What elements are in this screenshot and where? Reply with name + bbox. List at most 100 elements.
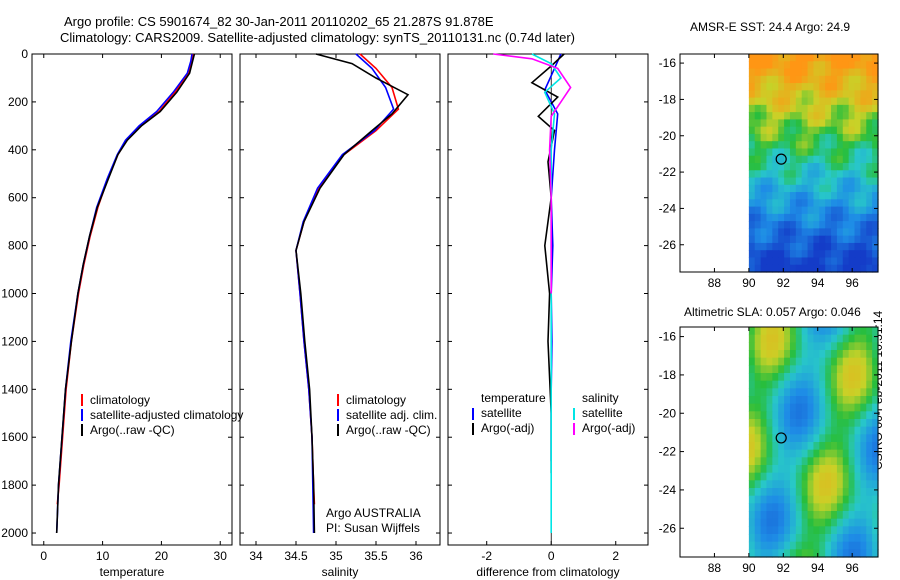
heatmap-cell — [872, 206, 879, 215]
heatmap-cell — [801, 83, 809, 91]
heatmap-cell — [766, 97, 773, 106]
heatmap-cell — [766, 250, 773, 259]
heatmap-cell — [748, 357, 756, 366]
heatmap-cell — [795, 518, 803, 527]
heatmap-cell — [801, 534, 809, 543]
heatmap-cell — [866, 442, 873, 451]
heatmap-cell — [854, 228, 861, 237]
sst-heatmap — [748, 54, 879, 273]
x-tick-label: -2 — [481, 549, 492, 563]
heatmap-cell — [831, 133, 838, 142]
heatmap-cell — [813, 526, 820, 535]
heatmap-cell — [778, 242, 785, 251]
heatmap-cell — [860, 388, 867, 397]
heatmap-cell — [754, 148, 762, 157]
heatmap-cell — [813, 133, 820, 142]
heatmap-cell — [778, 434, 785, 443]
heatmap-cell — [842, 206, 850, 215]
heatmap-cell — [748, 61, 756, 70]
heatmap-cell — [760, 177, 768, 186]
heatmap-cell — [789, 503, 797, 512]
heatmap-cell — [836, 549, 844, 558]
heatmap-cell — [819, 503, 826, 512]
heatmap-cell — [819, 133, 826, 142]
heatmap-cell — [854, 83, 861, 91]
heatmap-cell — [807, 213, 815, 222]
heatmap-cell — [807, 97, 815, 106]
heatmap-cell — [831, 365, 838, 374]
heatmap-cell — [872, 457, 879, 466]
heatmap-cell — [754, 380, 762, 389]
heatmap-cell — [813, 83, 820, 91]
heatmap-cell — [872, 104, 879, 113]
heatmap-cell — [807, 373, 815, 382]
heatmap-cell — [866, 472, 873, 481]
heatmap-cell — [748, 235, 756, 244]
heatmap-cell — [848, 334, 856, 343]
heatmap-cell — [789, 388, 797, 397]
heatmap-cell — [801, 357, 809, 366]
heatmap-cell — [825, 61, 832, 70]
heatmap-cell — [801, 403, 809, 412]
heatmap-cell — [872, 133, 879, 142]
heatmap-cell — [831, 148, 838, 157]
heatmap-cell — [766, 419, 773, 428]
heatmap-cell — [807, 264, 815, 273]
heatmap-cell — [760, 264, 768, 273]
heatmap-cell — [784, 112, 791, 120]
heatmap-cell — [860, 90, 867, 99]
heatmap-cell — [813, 235, 820, 244]
heatmap-cell — [789, 242, 797, 251]
heatmap-cell — [825, 480, 832, 489]
heatmap-cell — [778, 126, 785, 135]
heatmap-cell — [795, 126, 803, 135]
heatmap-cell — [748, 350, 756, 359]
heatmap-cell — [760, 396, 768, 405]
heatmap-cell — [754, 163, 762, 171]
heatmap-cell — [801, 61, 809, 70]
heatmap-cell — [860, 199, 867, 208]
heatmap-cell — [831, 373, 838, 382]
heatmap-cell — [789, 472, 797, 481]
heatmap-cell — [807, 465, 815, 474]
heatmap-cell — [866, 534, 873, 543]
heatmap-cell — [807, 68, 815, 77]
heatmap-cell — [836, 511, 844, 520]
heatmap-cell — [842, 148, 850, 157]
heatmap-cell — [772, 480, 779, 489]
heatmap-cell — [795, 403, 803, 412]
heatmap-cell — [807, 119, 815, 128]
heatmap-cell — [872, 192, 879, 200]
heatmap-cell — [772, 213, 779, 222]
heatmap-cell — [801, 235, 809, 244]
sla-map-title: Altimetric SLA: 0.057 Argo: 0.046 — [684, 305, 861, 319]
heatmap-cell — [778, 442, 785, 451]
float-position-marker — [775, 153, 787, 165]
heatmap-cell — [819, 449, 826, 458]
heatmap-cell — [848, 235, 856, 244]
heatmap-cell — [801, 419, 809, 428]
heatmap-cell — [836, 388, 844, 397]
heatmap-cell — [784, 235, 791, 244]
heatmap-cell — [825, 90, 832, 99]
heatmap-cell — [866, 213, 873, 222]
heatmap-cell — [860, 75, 867, 84]
heatmap-cell — [754, 396, 762, 405]
heatmap-cell — [848, 83, 856, 91]
heatmap-cell — [825, 342, 832, 351]
heatmap-cell — [819, 250, 826, 259]
heatmap-cell — [778, 235, 785, 244]
heatmap-cell — [836, 342, 844, 351]
heatmap-cell — [872, 264, 879, 273]
heatmap-cell — [825, 206, 832, 215]
heatmap-cell — [795, 119, 803, 128]
heatmap-cell — [836, 126, 844, 135]
heatmap-cell — [766, 228, 773, 237]
heatmap-cell — [825, 419, 832, 428]
heatmap-cell — [795, 235, 803, 244]
heatmap-cell — [866, 97, 873, 106]
heatmap-cell — [854, 534, 861, 543]
heatmap-cell — [872, 365, 879, 374]
heatmap-cell — [772, 518, 779, 527]
heatmap-cell — [819, 518, 826, 527]
